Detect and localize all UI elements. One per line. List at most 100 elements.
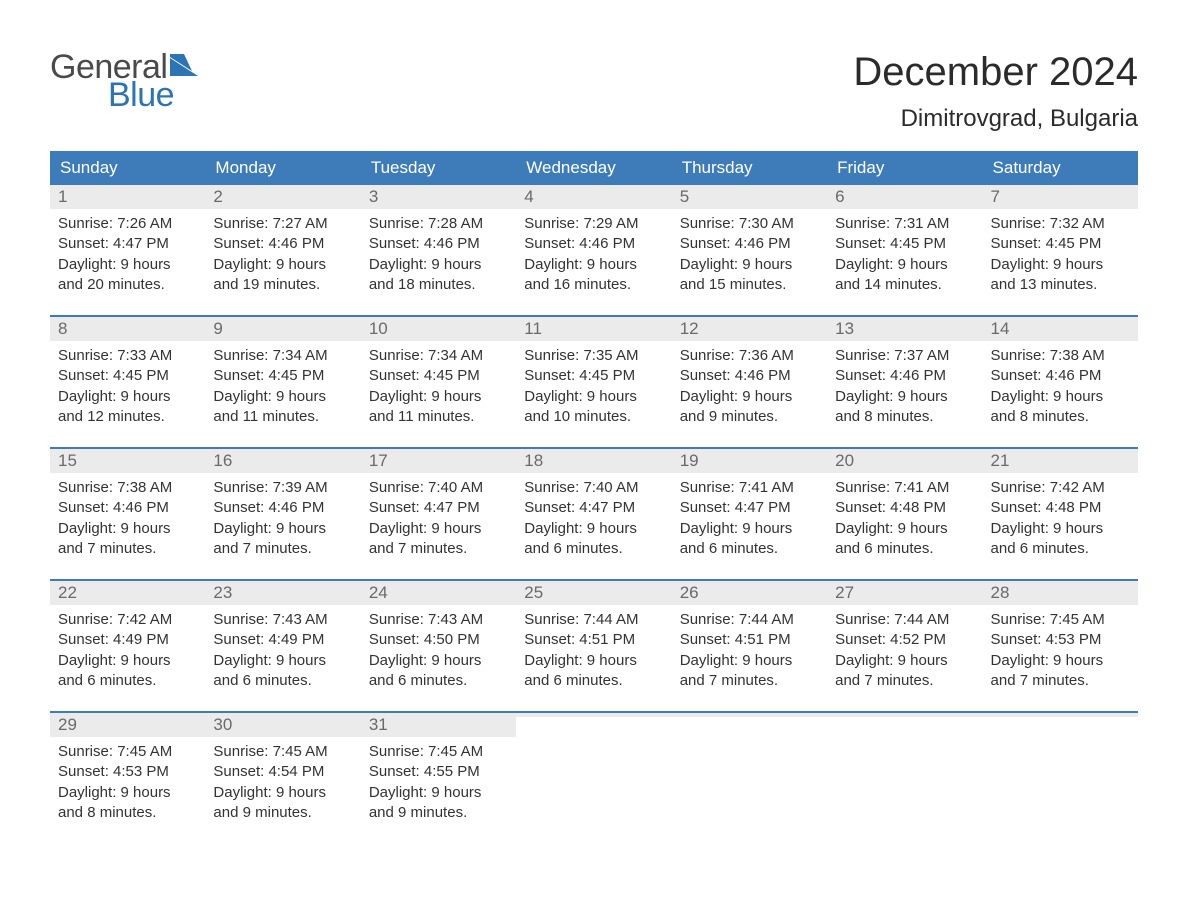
sunset-text: Sunset: 4:50 PM xyxy=(369,630,508,650)
daylight-text: and 8 minutes. xyxy=(58,803,197,823)
day-body: Sunrise: 7:38 AMSunset: 4:46 PMDaylight:… xyxy=(50,473,205,567)
day-cell: 1Sunrise: 7:26 AMSunset: 4:47 PMDaylight… xyxy=(50,185,205,305)
day-cell: 13Sunrise: 7:37 AMSunset: 4:46 PMDayligh… xyxy=(827,317,982,437)
month-title: December 2024 xyxy=(853,50,1138,95)
daylight-text: Daylight: 9 hours xyxy=(524,651,663,671)
daylight-text: and 9 minutes. xyxy=(680,407,819,427)
day-cell: 21Sunrise: 7:42 AMSunset: 4:48 PMDayligh… xyxy=(983,449,1138,569)
daylight-text: and 7 minutes. xyxy=(213,539,352,559)
day-cell xyxy=(827,713,982,833)
day-number-row: 31 xyxy=(361,713,516,737)
daylight-text: Daylight: 9 hours xyxy=(369,255,508,275)
sunset-text: Sunset: 4:45 PM xyxy=(991,234,1130,254)
day-body: Sunrise: 7:44 AMSunset: 4:52 PMDaylight:… xyxy=(827,605,982,699)
day-number-row: 18 xyxy=(516,449,671,473)
sunrise-text: Sunrise: 7:32 AM xyxy=(991,214,1130,234)
sunrise-text: Sunrise: 7:44 AM xyxy=(835,610,974,630)
sunset-text: Sunset: 4:55 PM xyxy=(369,762,508,782)
daylight-text: Daylight: 9 hours xyxy=(58,255,197,275)
daylight-text: and 7 minutes. xyxy=(835,671,974,691)
logo-word-blue: Blue xyxy=(108,78,174,112)
daylight-text: and 12 minutes. xyxy=(58,407,197,427)
day-body: Sunrise: 7:34 AMSunset: 4:45 PMDaylight:… xyxy=(205,341,360,435)
day-number: 1 xyxy=(58,187,67,206)
daylight-text: Daylight: 9 hours xyxy=(58,387,197,407)
sunrise-text: Sunrise: 7:44 AM xyxy=(680,610,819,630)
day-cell: 8Sunrise: 7:33 AMSunset: 4:45 PMDaylight… xyxy=(50,317,205,437)
sunrise-text: Sunrise: 7:37 AM xyxy=(835,346,974,366)
day-body: Sunrise: 7:37 AMSunset: 4:46 PMDaylight:… xyxy=(827,341,982,435)
day-number: 7 xyxy=(991,187,1000,206)
day-number: 28 xyxy=(991,583,1010,602)
daylight-text: Daylight: 9 hours xyxy=(680,387,819,407)
location: Dimitrovgrad, Bulgaria xyxy=(853,105,1138,133)
daylight-text: Daylight: 9 hours xyxy=(835,255,974,275)
sunset-text: Sunset: 4:46 PM xyxy=(680,366,819,386)
day-number: 3 xyxy=(369,187,378,206)
day-cell: 7 Sunrise: 7:32 AMSunset: 4:45 PMDaylight… xyxy=(983,185,1138,305)
sunset-text: Sunset: 4:46 PM xyxy=(369,234,508,254)
sunrise-text: Sunrise: 7:39 AM xyxy=(213,478,352,498)
weekday-header: Wednesday xyxy=(516,151,671,185)
sunrise-text: Sunrise: 7:41 AM xyxy=(680,478,819,498)
day-number: 24 xyxy=(369,583,388,602)
day-body: Sunrise: 7:28 AMSunset: 4:46 PMDaylight:… xyxy=(361,209,516,303)
sunrise-text: Sunrise: 7:45 AM xyxy=(369,742,508,762)
day-body: Sunrise: 7:44 AMSunset: 4:51 PMDaylight:… xyxy=(516,605,671,699)
day-number-row: 5 xyxy=(672,185,827,209)
weekday-header: Monday xyxy=(205,151,360,185)
daylight-text: and 8 minutes. xyxy=(835,407,974,427)
day-cell: 6Sunrise: 7:31 AMSunset: 4:45 PMDaylight… xyxy=(827,185,982,305)
day-number-row: 22 xyxy=(50,581,205,605)
week-row: 22 Sunrise: 7:42 AMSunset: 4:49 PMDayligh… xyxy=(50,579,1138,701)
daylight-text: Daylight: 9 hours xyxy=(680,519,819,539)
day-number-row: 4 xyxy=(516,185,671,209)
day-body: Sunrise: 7:32 AMSunset: 4:45 PMDaylight:… xyxy=(983,209,1138,303)
day-cell: 27Sunrise: 7:44 AMSunset: 4:52 PMDayligh… xyxy=(827,581,982,701)
sunset-text: Sunset: 4:46 PM xyxy=(213,234,352,254)
day-number: 25 xyxy=(524,583,543,602)
daylight-text: Daylight: 9 hours xyxy=(58,651,197,671)
day-number: 29 xyxy=(58,715,77,734)
day-body: Sunrise: 7:42 AMSunset: 4:49 PMDaylight:… xyxy=(50,605,205,699)
day-body: Sunrise: 7:43 AMSunset: 4:49 PMDaylight:… xyxy=(205,605,360,699)
daylight-text: and 6 minutes. xyxy=(524,539,663,559)
daylight-text: Daylight: 9 hours xyxy=(835,519,974,539)
day-body: Sunrise: 7:45 AMSunset: 4:54 PMDaylight:… xyxy=(205,737,360,831)
daylight-text: and 7 minutes. xyxy=(991,671,1130,691)
day-number: 2 xyxy=(213,187,222,206)
weekday-header: Sunday xyxy=(50,151,205,185)
sunset-text: Sunset: 4:54 PM xyxy=(213,762,352,782)
sunset-text: Sunset: 4:46 PM xyxy=(835,366,974,386)
daylight-text: Daylight: 9 hours xyxy=(213,783,352,803)
sunset-text: Sunset: 4:51 PM xyxy=(524,630,663,650)
day-number-row: 27 xyxy=(827,581,982,605)
day-number-row: 2 xyxy=(205,185,360,209)
day-number-row xyxy=(672,713,827,717)
day-number: 22 xyxy=(58,583,77,602)
sunset-text: Sunset: 4:45 PM xyxy=(58,366,197,386)
day-number-row: 26 xyxy=(672,581,827,605)
sunrise-text: Sunrise: 7:40 AM xyxy=(524,478,663,498)
sunset-text: Sunset: 4:46 PM xyxy=(991,366,1130,386)
day-number-row: 21 xyxy=(983,449,1138,473)
daylight-text: Daylight: 9 hours xyxy=(524,255,663,275)
day-number-row: 14 xyxy=(983,317,1138,341)
logo: General Blue xyxy=(50,50,200,112)
daylight-text: and 8 minutes. xyxy=(991,407,1130,427)
day-number: 4 xyxy=(524,187,533,206)
sunset-text: Sunset: 4:48 PM xyxy=(991,498,1130,518)
day-number-row: 30 xyxy=(205,713,360,737)
day-body: Sunrise: 7:44 AMSunset: 4:51 PMDaylight:… xyxy=(672,605,827,699)
daylight-text: and 19 minutes. xyxy=(213,275,352,295)
day-cell: 10Sunrise: 7:34 AMSunset: 4:45 PMDayligh… xyxy=(361,317,516,437)
day-number: 16 xyxy=(213,451,232,470)
day-body: Sunrise: 7:36 AMSunset: 4:46 PMDaylight:… xyxy=(672,341,827,435)
daylight-text: and 15 minutes. xyxy=(680,275,819,295)
day-cell: 15Sunrise: 7:38 AMSunset: 4:46 PMDayligh… xyxy=(50,449,205,569)
day-body: Sunrise: 7:39 AMSunset: 4:46 PMDaylight:… xyxy=(205,473,360,567)
day-number-row xyxy=(827,713,982,717)
sunrise-text: Sunrise: 7:28 AM xyxy=(369,214,508,234)
sunrise-text: Sunrise: 7:38 AM xyxy=(991,346,1130,366)
sunrise-text: Sunrise: 7:36 AM xyxy=(680,346,819,366)
